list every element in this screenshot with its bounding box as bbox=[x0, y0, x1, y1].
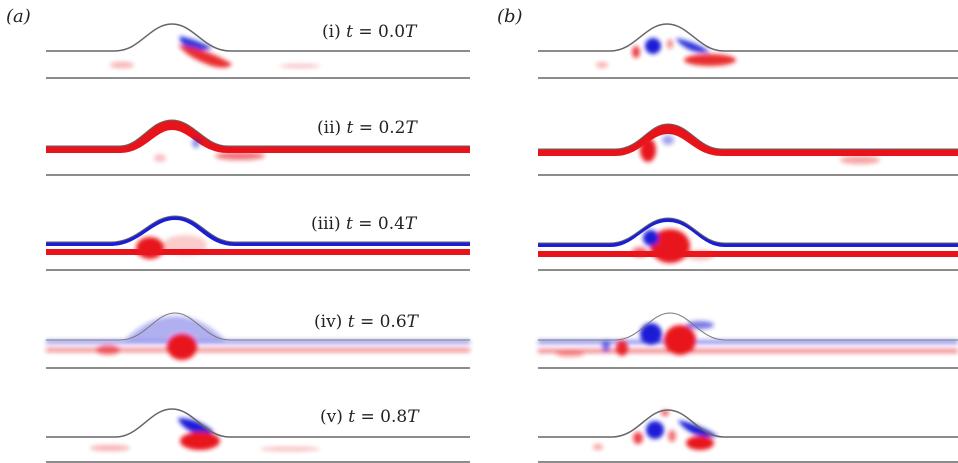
panel-a-row-3 bbox=[46, 215, 470, 271]
time-label: (v) t = 0.8T bbox=[320, 409, 419, 426]
wall-top bbox=[538, 409, 958, 438]
time-label: (iii) t = 0.4T bbox=[311, 216, 416, 233]
wall-top bbox=[538, 23, 958, 52]
time-label-value: = 0.0 bbox=[358, 22, 406, 42]
panel-a-label: (a) bbox=[6, 6, 31, 27]
time-label: (iv) t = 0.6T bbox=[314, 314, 418, 331]
time-label-var: t bbox=[345, 214, 353, 234]
time-label-index: (v) bbox=[320, 407, 343, 427]
panel-b-row-3 bbox=[538, 217, 958, 271]
time-label: (i) t = 0.0T bbox=[322, 24, 416, 41]
panel-a-plots bbox=[46, 23, 470, 463]
panel-b-row-1 bbox=[538, 23, 958, 79]
time-label-index: (i) bbox=[322, 22, 341, 42]
wall-top bbox=[46, 215, 470, 243]
time-label-index: (iv) bbox=[314, 312, 343, 332]
wall-top bbox=[46, 23, 470, 52]
panel-b-label: (b) bbox=[497, 6, 523, 27]
panel-a-row-5 bbox=[46, 408, 470, 463]
wall-top bbox=[46, 119, 470, 147]
time-label-value: = 0.2 bbox=[358, 118, 406, 138]
time-label-unit: T bbox=[407, 407, 419, 427]
time-label-unit: T bbox=[404, 214, 417, 234]
time-label-var: t bbox=[347, 312, 355, 332]
time-label-var: t bbox=[348, 407, 356, 427]
time-label-unit: T bbox=[406, 312, 418, 332]
time-label-value: = 0.8 bbox=[360, 407, 408, 427]
wall-top bbox=[46, 312, 470, 341]
time-label-var: t bbox=[346, 22, 353, 42]
panel-a-row-1 bbox=[46, 23, 470, 79]
panel-b-row-4 bbox=[538, 312, 958, 369]
panel-b-row-5 bbox=[538, 409, 958, 463]
wall-top bbox=[538, 217, 958, 244]
panel-b-row-2 bbox=[538, 123, 958, 176]
time-label-var: t bbox=[346, 118, 354, 138]
wall-top bbox=[538, 123, 958, 150]
time-label-unit: T bbox=[405, 22, 417, 42]
time-label: (ii) t = 0.2T bbox=[317, 120, 417, 137]
wall-top bbox=[538, 312, 958, 341]
wall-top bbox=[46, 408, 470, 438]
time-label-value: = 0.4 bbox=[358, 214, 405, 234]
time-label-unit: T bbox=[405, 118, 417, 138]
time-label-value: = 0.6 bbox=[359, 312, 407, 332]
panel-a-row-4 bbox=[46, 312, 470, 369]
panel-a-row-2 bbox=[46, 119, 470, 176]
panel-b-plots bbox=[538, 23, 958, 463]
time-label-index: (iii) bbox=[311, 214, 341, 234]
time-label-index: (ii) bbox=[317, 118, 342, 138]
